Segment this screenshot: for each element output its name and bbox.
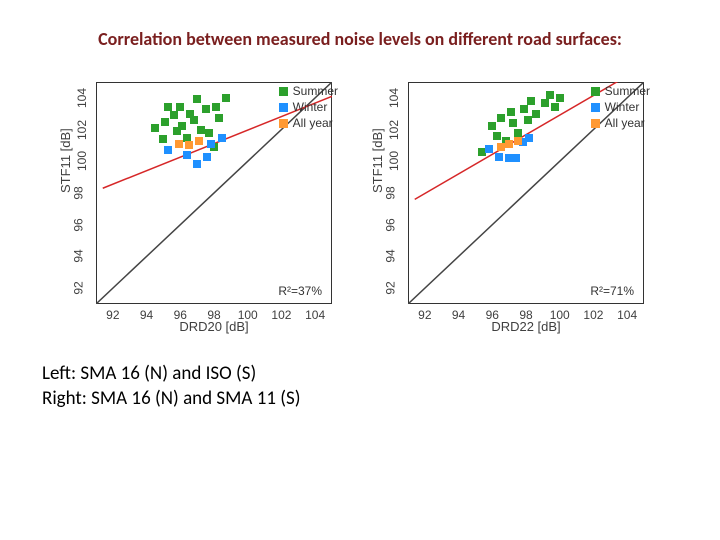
caption-line-2: Right: SMA 16 (N) and SMA 11 (S) [42,387,301,412]
data-point-summer [176,103,184,111]
legend-label: Winter [293,100,328,114]
ytick-label: 98 [72,186,86,199]
data-point-summer [509,119,517,127]
data-point-summer [514,129,522,137]
data-point-summer [151,124,159,132]
ytick-label: 102 [387,120,401,140]
data-point-summer [497,114,505,122]
data-point-summer [212,103,220,111]
legend-item: Winter [591,100,650,114]
ytick-label: 96 [384,218,398,231]
data-point-winter [203,153,211,161]
legend-swatch [279,119,288,128]
data-point-summer [556,94,564,102]
legend-swatch [591,103,600,112]
data-point-summer [527,97,535,105]
legend: Summer Winter All year [591,84,650,132]
y-axis-label: STF11 [dB] [58,128,73,193]
legend-label: Summer [605,84,650,98]
data-point-summer [205,129,213,137]
data-point-summer [520,105,528,113]
data-point-allyear [514,137,522,145]
data-point-summer [215,114,223,122]
ytick-label: 104 [387,88,401,108]
data-point-allyear [505,140,513,148]
ytick-label: 92 [384,281,398,294]
r-squared-label: R²=37% [278,284,322,298]
data-point-summer [222,94,230,102]
legend: Summer Winter All year [279,84,338,132]
data-point-summer [161,118,169,126]
data-point-allyear [185,141,193,149]
data-point-summer [507,108,515,116]
data-point-summer [178,122,186,130]
data-point-winter [193,160,201,168]
data-point-winter [495,153,503,161]
caption: Left: SMA 16 (N) and ISO (S) Right: SMA … [42,362,301,411]
data-point-summer [524,116,532,124]
data-point-summer [193,95,201,103]
legend-item: Summer [279,84,338,98]
legend-swatch [591,119,600,128]
data-point-summer [197,126,205,134]
data-point-winter [485,145,493,153]
data-point-summer [159,135,167,143]
data-point-summer [541,99,549,107]
ytick-label: 104 [75,88,89,108]
legend-label: All year [293,116,333,130]
data-point-summer [488,122,496,130]
legend-label: All year [605,116,645,130]
legend-item: All year [279,116,338,130]
data-point-allyear [175,140,183,148]
legend-swatch [279,103,288,112]
data-point-summer [551,103,559,111]
ytick-label: 102 [75,120,89,140]
data-point-summer [546,91,554,99]
ytick-label: 94 [384,250,398,263]
page-title: Correlation between measured noise level… [0,28,720,50]
data-point-winter [207,140,215,148]
ytick-label: 100 [75,151,89,171]
ytick-label: 98 [384,186,398,199]
legend-label: Summer [293,84,338,98]
y-axis-label: STF11 [dB] [370,128,385,193]
data-point-winter [512,154,520,162]
x-axis-label: DRD22 [dB] [408,319,644,334]
ytick-label: 92 [72,281,86,294]
data-point-summer [202,105,210,113]
data-point-summer [164,103,172,111]
data-point-summer [170,111,178,119]
data-point-summer [190,116,198,124]
left-chart: 9292949496969898100100102102104104STF11 … [62,78,346,334]
ytick-label: 94 [72,250,86,263]
ytick-label: 96 [72,218,86,231]
data-point-winter [525,134,533,142]
data-point-allyear [497,143,505,151]
data-point-winter [164,146,172,154]
data-point-summer [493,132,501,140]
legend-item: Summer [591,84,650,98]
data-point-summer [532,110,540,118]
charts-container: 92 92 94 94 96 96 98 98 100 100 102 102 104 104 STF11 … [62,78,658,334]
data-point-allyear [195,137,203,145]
legend-label: Winter [605,100,640,114]
x-axis-label: DRD20 [dB] [96,319,332,334]
legend-swatch [279,87,288,96]
data-point-summer [183,134,191,142]
legend-item: Winter [279,100,338,114]
legend-item: All year [591,116,650,130]
data-point-winter [183,151,191,159]
r-squared-label: R²=71% [590,284,634,298]
right-chart: 9292949496969898100100102102104104STF11 … [374,78,658,334]
caption-line-1: Left: SMA 16 (N) and ISO (S) [42,362,301,387]
ytick-label: 100 [387,151,401,171]
data-point-winter [218,134,226,142]
legend-swatch [591,87,600,96]
